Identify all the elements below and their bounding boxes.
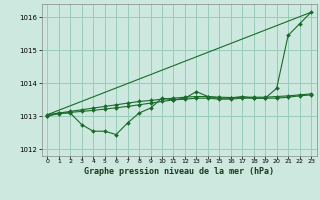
X-axis label: Graphe pression niveau de la mer (hPa): Graphe pression niveau de la mer (hPa) (84, 167, 274, 176)
